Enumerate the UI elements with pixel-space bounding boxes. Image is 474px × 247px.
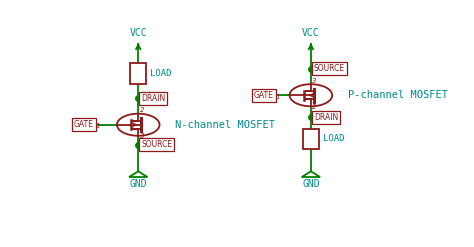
Text: 2: 2 xyxy=(140,107,144,113)
Text: GND: GND xyxy=(302,179,319,189)
Text: 1: 1 xyxy=(275,94,280,100)
Text: GATE: GATE xyxy=(254,91,274,100)
Text: LOAD: LOAD xyxy=(150,69,172,78)
Text: N-channel MOSFET: N-channel MOSFET xyxy=(175,120,275,130)
Text: DRAIN: DRAIN xyxy=(314,113,338,122)
Text: 3: 3 xyxy=(312,78,317,84)
Text: VCC: VCC xyxy=(129,28,147,38)
Text: 3: 3 xyxy=(140,133,144,139)
Text: VCC: VCC xyxy=(302,28,319,38)
FancyBboxPatch shape xyxy=(303,128,319,149)
Text: GND: GND xyxy=(129,179,147,189)
Text: LOAD: LOAD xyxy=(323,135,344,144)
Text: 2: 2 xyxy=(312,104,317,110)
Text: DRAIN: DRAIN xyxy=(141,94,165,103)
Text: SOURCE: SOURCE xyxy=(141,140,172,149)
Text: SOURCE: SOURCE xyxy=(314,64,345,73)
FancyBboxPatch shape xyxy=(130,63,146,84)
Text: 1: 1 xyxy=(95,123,100,129)
Text: P-channel MOSFET: P-channel MOSFET xyxy=(347,90,447,100)
Text: GATE: GATE xyxy=(74,120,94,129)
